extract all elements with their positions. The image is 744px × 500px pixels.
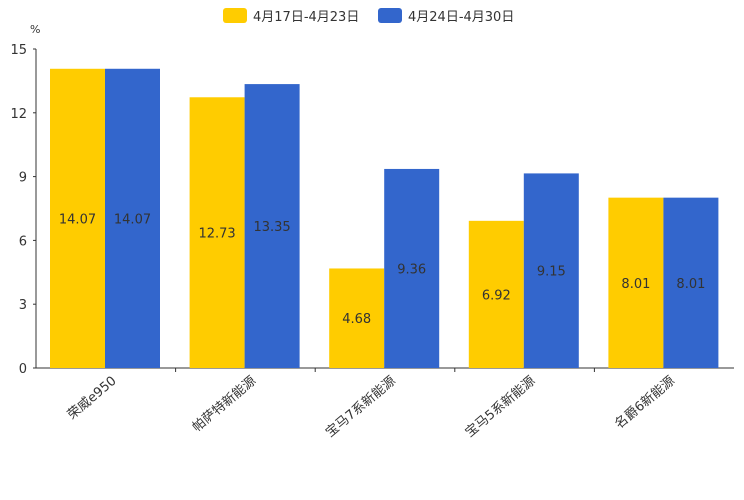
y-tick-label: 9 — [19, 171, 27, 186]
bar-week2 — [663, 197, 719, 368]
legend-swatch — [223, 8, 247, 23]
x-category-label: 帕萨特新能源 — [189, 373, 259, 435]
bar-week2 — [523, 173, 579, 368]
x-category-label: 名爵6新能源 — [612, 373, 678, 432]
bar-week2 — [244, 84, 300, 368]
bar-week1 — [50, 68, 105, 368]
y-tick-label: 0 — [19, 362, 27, 377]
bar-data-label: 8.01 — [621, 277, 650, 292]
bar-data-label: 8.01 — [676, 277, 705, 292]
bar-data-label: 9.15 — [537, 265, 566, 280]
legend-swatch — [378, 8, 402, 23]
bar-data-label: 4.68 — [342, 312, 371, 327]
y-axis-unit-label: % — [30, 23, 40, 36]
y-tick-label: 3 — [19, 298, 27, 313]
x-category-label: 荣威e950 — [65, 374, 120, 423]
bar-week2 — [384, 168, 440, 368]
legend-label: 4月24日-4月30日 — [408, 10, 514, 25]
x-category-label: 宝马7系新能源 — [322, 373, 398, 441]
bar-data-label: 12.73 — [198, 227, 235, 242]
bar-data-label: 13.35 — [253, 220, 290, 235]
x-category-label: 宝马5系新能源 — [462, 373, 538, 441]
bar-week1 — [468, 220, 524, 368]
legend-label: 4月17日-4月23日 — [253, 10, 359, 25]
y-tick-label: 12 — [10, 107, 27, 122]
y-tick-label: 15 — [10, 43, 27, 58]
y-tick-label: 6 — [19, 234, 27, 249]
bar-data-label: 9.36 — [397, 262, 426, 277]
bar-data-label: 6.92 — [482, 288, 511, 303]
bar-data-label: 14.07 — [114, 212, 151, 227]
bar-week2 — [105, 68, 160, 368]
bar-data-label: 14.07 — [59, 212, 96, 227]
bar-week1 — [329, 268, 385, 368]
bar-week1 — [189, 97, 245, 368]
bar-week1 — [608, 197, 664, 368]
